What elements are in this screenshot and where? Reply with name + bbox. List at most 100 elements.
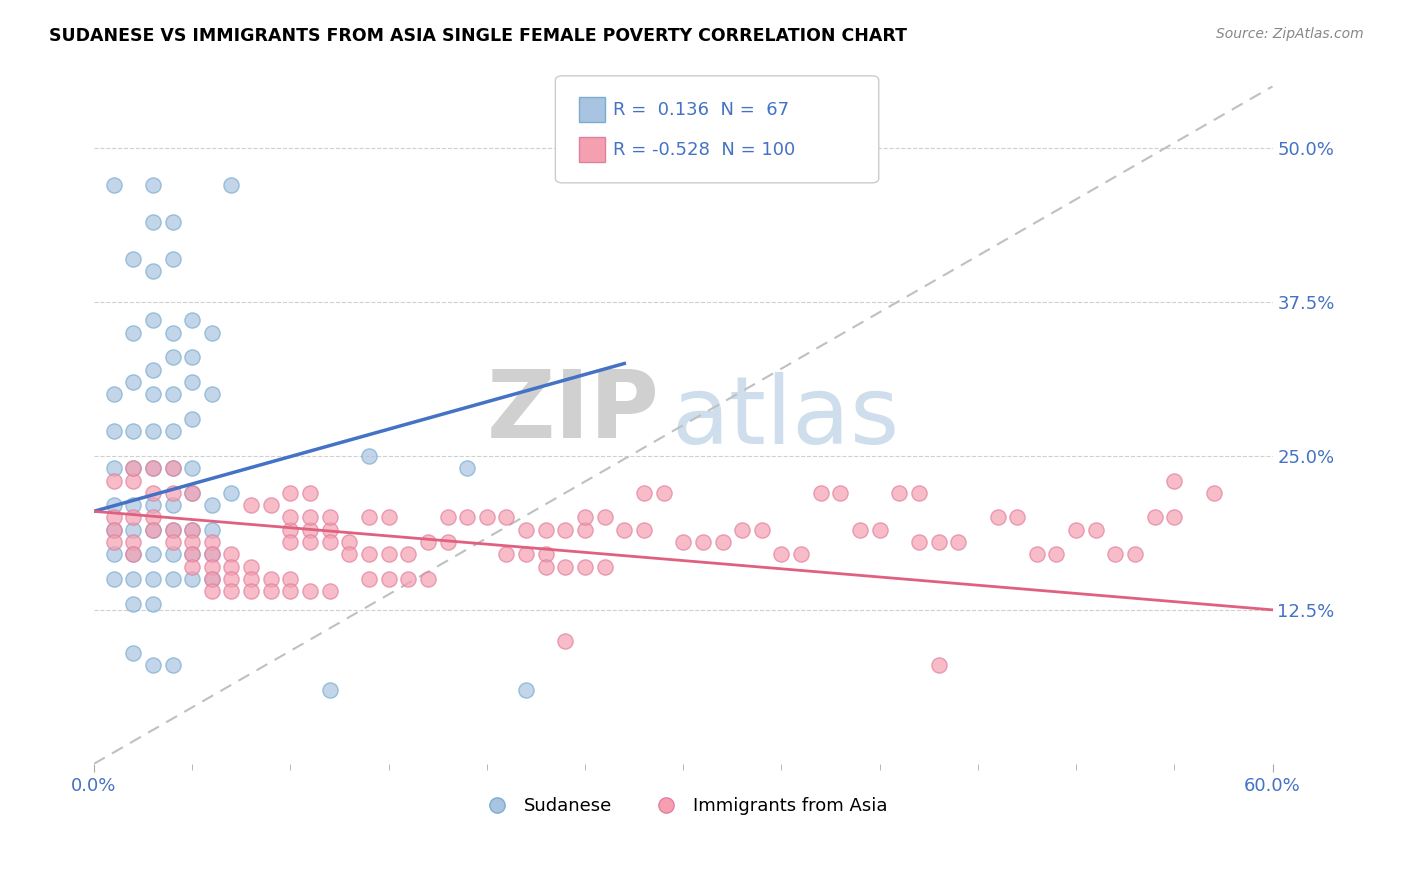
Point [908,486,931,500]
Point [201,572,224,586]
Point [142,461,165,475]
Point [574,559,596,574]
Point [1025,548,1047,562]
Point [240,572,263,586]
Point [122,572,145,586]
Point [221,572,243,586]
Point [181,548,204,562]
Point [240,498,263,512]
Point [181,461,204,475]
Point [162,326,184,340]
Point [142,313,165,327]
Point [103,461,125,475]
Point [534,548,557,562]
Point [221,486,243,500]
Point [103,548,125,562]
Point [1163,474,1185,488]
Point [337,548,360,562]
Point [181,486,204,500]
Point [201,498,224,512]
Text: R =  0.136  N =  67: R = 0.136 N = 67 [613,101,789,119]
Point [377,572,399,586]
Point [280,535,302,549]
Point [240,559,263,574]
Point [162,387,184,401]
Point [948,535,970,549]
Point [103,572,125,586]
Point [790,548,813,562]
Point [928,658,950,673]
Point [162,424,184,438]
Point [181,523,204,537]
Point [221,559,243,574]
Point [122,548,145,562]
Point [103,387,125,401]
Point [357,449,380,463]
Point [162,548,184,562]
Point [554,523,576,537]
Point [986,510,1008,524]
Point [633,486,655,500]
Point [201,559,224,574]
Point [574,523,596,537]
Point [103,523,125,537]
Point [162,461,184,475]
Point [337,535,360,549]
Point [731,523,754,537]
Text: ZIP: ZIP [486,366,659,458]
Point [181,559,204,574]
Point [181,572,204,586]
Point [318,523,340,537]
Text: SUDANESE VS IMMIGRANTS FROM ASIA SINGLE FEMALE POVERTY CORRELATION CHART: SUDANESE VS IMMIGRANTS FROM ASIA SINGLE … [49,27,907,45]
Point [162,461,184,475]
Point [122,461,145,475]
Point [456,461,478,475]
Point [162,523,184,537]
Point [142,572,165,586]
Point [1084,523,1107,537]
Point [162,572,184,586]
Text: Source: ZipAtlas.com: Source: ZipAtlas.com [1216,27,1364,41]
Point [515,523,537,537]
Point [298,486,321,500]
Point [122,646,145,660]
Point [103,535,125,549]
Point [201,548,224,562]
Point [103,474,125,488]
Point [554,633,576,648]
Point [830,486,852,500]
Point [142,362,165,376]
Point [162,523,184,537]
Point [181,351,204,365]
Point [377,548,399,562]
Point [142,486,165,500]
Point [201,584,224,599]
Point [869,523,891,537]
Point [810,486,832,500]
Point [122,252,145,266]
Point [280,584,302,599]
Point [181,313,204,327]
Point [122,548,145,562]
Point [142,215,165,229]
Point [318,535,340,549]
Point [1064,523,1087,537]
Point [534,559,557,574]
Point [1143,510,1166,524]
Point [103,424,125,438]
Point [122,498,145,512]
Point [515,548,537,562]
Point [1045,548,1067,562]
Point [1123,548,1146,562]
Point [122,461,145,475]
Point [162,658,184,673]
Legend: Sudanese, Immigrants from Asia: Sudanese, Immigrants from Asia [471,790,896,822]
Point [1005,510,1028,524]
Point [122,375,145,389]
Point [181,535,204,549]
Point [142,523,165,537]
Point [162,215,184,229]
Point [357,572,380,586]
Point [142,510,165,524]
Point [889,486,911,500]
